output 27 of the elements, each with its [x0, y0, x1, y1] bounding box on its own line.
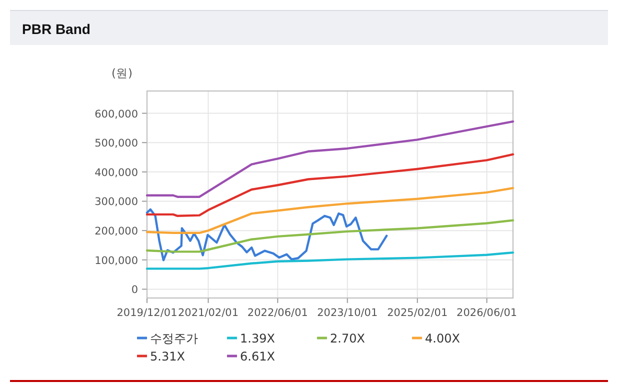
line-series	[146, 219, 514, 253]
legend-label: 수정주가	[150, 332, 198, 346]
x-tick-label: 2023/10/01	[317, 307, 378, 319]
y-tick-label: 600,000	[94, 108, 138, 120]
y-tick-label: 300,000	[94, 196, 138, 208]
legend-label: 1.39X	[240, 332, 275, 346]
y-tick-label: 500,000	[94, 138, 138, 150]
legend-label: 4.00X	[425, 332, 460, 346]
line-series	[146, 153, 514, 217]
y-tick-label: 0	[131, 284, 138, 296]
x-tick-label: 2021/02/01	[178, 307, 239, 319]
chart-title: PBR Band	[22, 21, 90, 37]
line-series	[146, 186, 514, 234]
y-tick-label: 400,000	[94, 166, 138, 179]
legend-label: 2.70X	[330, 332, 365, 346]
legend-label: 6.61X	[240, 350, 275, 364]
x-tick-label: 2025/02/01	[387, 307, 448, 319]
x-tick-label: 2026/06/01	[456, 307, 518, 319]
legend-label: 5.31X	[150, 350, 185, 364]
x-tick-label: 2022/06/01	[247, 307, 308, 319]
x-tick-label: 2019/12/01	[116, 307, 178, 319]
line-series	[146, 208, 388, 262]
y-tick-label: 100,000	[94, 254, 138, 267]
y-axis-title: (원)	[112, 66, 132, 80]
y-tick-label: 200,000	[94, 226, 138, 238]
line-series	[146, 120, 514, 198]
line-series	[146, 251, 514, 270]
